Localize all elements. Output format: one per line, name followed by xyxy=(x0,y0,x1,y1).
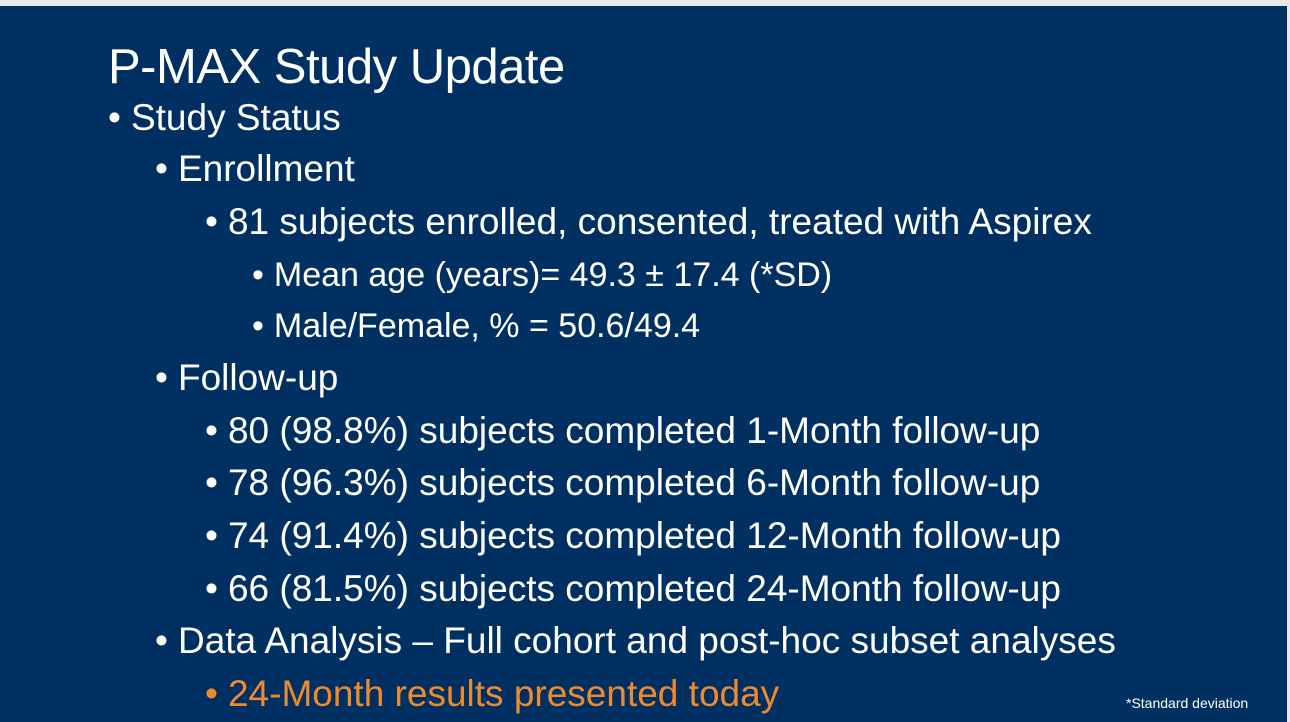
bullet-12-month-follow-up: • 74 (91.4%) subjects completed 12-Month … xyxy=(205,516,1061,556)
bullet-male-female: • Male/Female, % = 50.6/49.4 xyxy=(252,306,700,346)
bullet-text: 24-Month results presented today xyxy=(227,673,780,714)
bullet-dot: • xyxy=(205,568,218,609)
bullet-6-month-follow-up: • 78 (96.3%) subjects completed 6-Month f… xyxy=(205,463,1040,503)
bullet-dot: • xyxy=(155,357,168,398)
bullet-text: Mean age (years)= 49.3 ± 17.4 (*SD) xyxy=(273,256,833,294)
bullet-text: Male/Female, % = 50.6/49.4 xyxy=(273,307,701,345)
bullet-dot: • xyxy=(108,97,121,138)
slide-title: P-MAX Study Update xyxy=(108,40,565,94)
bullet-text: 80 (98.8%) subjects completed 1-Month fo… xyxy=(227,410,1041,451)
bullet-dot: • xyxy=(205,515,218,556)
bullet-enrolled-subjects: • 81 subjects enrolled, consented, treate… xyxy=(205,202,1092,242)
bullet-dot: • xyxy=(205,673,218,714)
bullet-dot: • xyxy=(205,201,218,242)
bullet-text: 78 (96.3%) subjects completed 6-Month fo… xyxy=(227,462,1041,503)
bullet-text: 81 subjects enrolled, consented, treated… xyxy=(227,201,1092,242)
bullet-dot: • xyxy=(155,620,168,661)
bullet-mean-age: • Mean age (years)= 49.3 ± 17.4 (*SD) xyxy=(252,255,832,295)
footnote: *Standard deviation xyxy=(1126,695,1249,711)
bullet-dot: • xyxy=(252,256,264,294)
bullet-dot: • xyxy=(205,410,218,451)
bullet-1-month-follow-up: • 80 (98.8%) subjects completed 1-Month f… xyxy=(205,411,1040,451)
bullet-text: Follow-up xyxy=(177,357,339,398)
bullet-follow-up: • Follow-up xyxy=(155,358,338,398)
bullet-dot: • xyxy=(205,462,218,503)
bullet-enrollment: • Enrollment xyxy=(155,149,355,189)
bullet-text: Study Status xyxy=(130,97,341,138)
bullet-data-analysis: • Data Analysis – Full cohort and post-ho… xyxy=(155,621,1116,661)
bullet-24-month-follow-up: • 66 (81.5%) subjects completed 24-Month … xyxy=(205,569,1061,609)
presentation-slide: P-MAX Study Update • Study Status • Enroll… xyxy=(0,6,1287,722)
bullet-text: Enrollment xyxy=(177,148,355,189)
bullet-dot: • xyxy=(155,148,168,189)
bullet-text: 66 (81.5%) subjects completed 24-Month f… xyxy=(227,568,1061,609)
bullet-text: Data Analysis – Full cohort and post-hoc… xyxy=(177,620,1116,661)
bullet-dot: • xyxy=(252,307,264,345)
bullet-text: 74 (91.4%) subjects completed 12-Month f… xyxy=(227,515,1061,556)
bullet-study-status: • Study Status xyxy=(108,98,341,138)
bullet-results-presented-today: • 24-Month results presented today xyxy=(205,674,779,714)
